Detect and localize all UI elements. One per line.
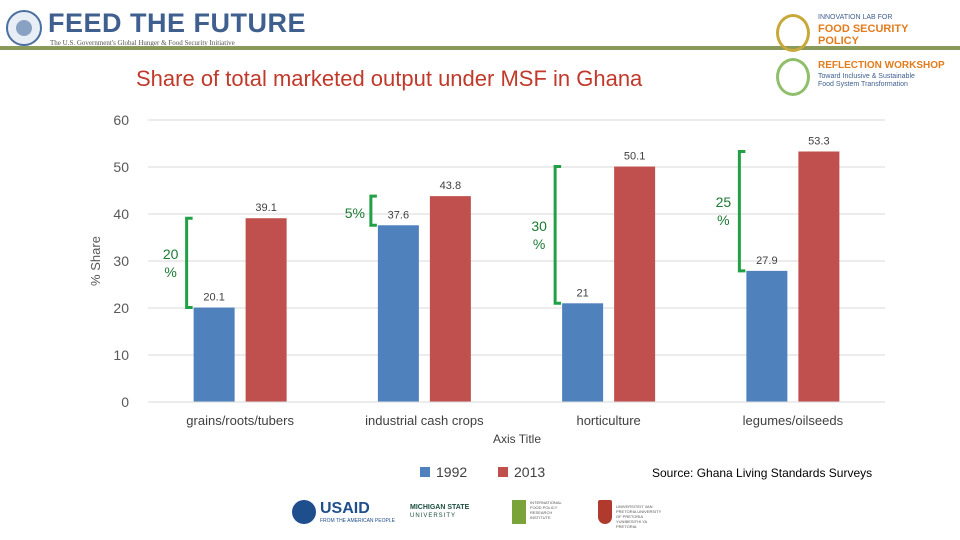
bar [562,303,604,402]
workshop-line3: Food System Transformation [818,81,908,88]
data-label: 20.1 [203,292,224,304]
annotation-label: 5% [345,205,365,221]
ifpri-text: INTERNATIONAL FOOD POLICY RESEARCH INSTI… [530,500,562,520]
legend-swatch [498,467,508,477]
source-note: Source: Ghana Living Standards Surveys [652,466,873,480]
bar [193,307,235,402]
slide-title: Share of total marketed output under MSF… [136,66,643,91]
data-label: 21 [577,287,589,299]
x-axis-label: Axis Title [493,432,541,446]
bar [798,151,840,402]
header-divider [0,46,960,50]
usaid-seal-icon [292,500,316,524]
annotation-bracket [553,165,562,305]
usaid-name: USAID [320,500,370,517]
bar [614,166,656,402]
annotation-bracket [369,194,377,227]
lab-line1: INNOVATION LAB FOR [818,14,893,21]
y-tick-label: 60 [113,112,129,128]
annotation-bracket [185,216,193,310]
x-tick-label: industrial cash crops [365,413,484,428]
legend-swatch [420,467,430,477]
org-subtitle: The U.S. Government's Global Hunger & Fo… [50,39,235,47]
msu-line2: UNIVERSITY [410,513,457,519]
bar [429,196,471,402]
annotation-label-top: 30 [531,218,547,234]
x-tick-label: grains/roots/tubers [186,413,294,428]
x-tick-label: legumes/oilseeds [743,413,844,428]
innovation-lab-logo: INNOVATION LAB FOR FOOD SECURITY POLICY [772,12,960,56]
pretoria-text: UNIVERSITEIT VAN PRETORIA UNIVERSITY OF … [616,504,662,529]
annotation-bracket [737,149,746,273]
y-tick-label: 20 [113,300,129,316]
msu-logo: MICHIGAN STATE UNIVERSITY [410,498,480,528]
pretoria-logo: UNIVERSITEIT VAN PRETORIA UNIVERSITY OF … [598,498,662,529]
workshop-line1: REFLECTION WORKSHOP [818,60,945,71]
data-label: 43.8 [440,180,461,192]
data-label: 27.9 [756,255,777,267]
usaid-logo: USAID FROM THE AMERICAN PEOPLE [292,498,395,528]
data-label: 50.1 [624,151,645,163]
org-title: FEED THE FUTURE [48,8,307,38]
y-tick-label: 40 [113,206,129,222]
y-tick-label: 0 [121,394,129,410]
wheat-ring-icon [776,14,810,52]
annotation-label-bottom: % [164,264,176,280]
legend-label: 1992 [436,464,467,480]
feed-the-future-logo: FEED THE FUTURE The U.S. Government's Gl… [6,8,306,50]
y-tick-label: 30 [113,253,129,269]
ifpri-logo: INTERNATIONAL FOOD POLICY RESEARCH INSTI… [512,498,568,528]
bar [746,270,788,402]
y-tick-label: 10 [113,347,129,363]
annotation-label-top: 20 [163,246,179,262]
reflection-workshop-logo: REFLECTION WORKSHOP Toward Inclusive & S… [772,56,960,100]
legend-label: 2013 [514,464,545,480]
usaid-tagline: FROM THE AMERICAN PEOPLE [320,518,395,524]
msu-line1: MICHIGAN STATE [410,504,470,511]
usg-seal-icon [6,10,42,46]
ifpri-leaf-icon [512,500,526,524]
pretoria-crest-icon [598,500,612,524]
y-axis-label: % Share [88,236,103,286]
y-tick-label: 50 [113,159,129,175]
x-tick-label: horticulture [576,413,640,428]
bar [377,225,419,402]
lab-line2: FOOD SECURITY [818,23,909,35]
annotation-label-bottom: % [717,212,729,228]
data-label: 53.3 [808,135,829,147]
annotation-label-bottom: % [533,236,545,252]
data-label: 39.1 [255,202,276,214]
data-label: 37.6 [388,209,409,221]
bar [245,218,287,402]
globe-ring-icon [776,58,810,96]
workshop-line2: Toward Inclusive & Sustainable [818,73,915,80]
annotation-label-top: 25 [716,194,732,210]
lab-line3: POLICY [818,35,859,47]
